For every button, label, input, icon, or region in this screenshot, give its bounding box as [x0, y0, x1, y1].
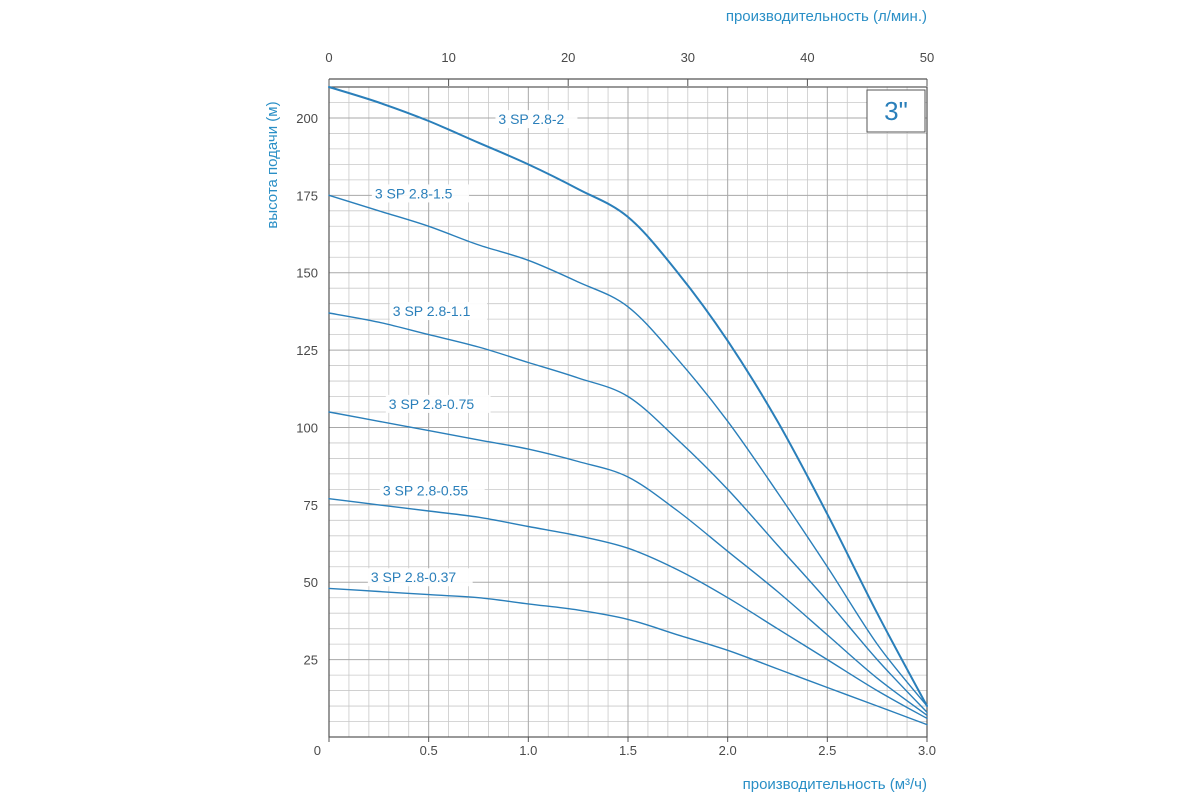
series-labels: 3 SP 2.8-2 3 SP 2.8-1.5 3 SP 2.8-1.1 3 SP 2… — [367, 110, 578, 587]
series-label-backing — [367, 568, 473, 587]
y-axis-ticks: 25 50 75 100 125 150 175 200 — [296, 111, 318, 668]
y-tick-label: 75 — [304, 498, 318, 513]
series-lines — [328, 86, 928, 726]
y-tick-label: 150 — [296, 266, 318, 281]
series-label: 3 SP 2.8-0.75 — [389, 396, 475, 412]
series-label-backing — [385, 394, 491, 413]
y-tick-label: 100 — [296, 420, 318, 435]
top-axis-ticks: 0 10 20 30 40 50 — [325, 50, 934, 86]
series-line-5 — [328, 498, 928, 720]
series-label-backing — [495, 110, 578, 129]
size-badge-text: 3" — [884, 96, 908, 126]
series-label: 3 SP 2.8-1.5 — [375, 185, 453, 201]
series-line-2 — [328, 194, 928, 707]
series-label-backing — [379, 481, 485, 500]
series-label: 3 SP 2.8-2 — [498, 111, 564, 127]
series-label: 3 SP 2.8-1.1 — [393, 303, 471, 319]
y-tick-label: 50 — [304, 575, 318, 590]
x-tick-label-top: 40 — [800, 50, 814, 65]
size-badge: 3" — [866, 89, 926, 133]
series-line-1 — [328, 86, 928, 707]
x-tick-label-bottom: 1.0 — [519, 743, 537, 758]
x-axis-title-bottom: производительность (м³/ч) — [743, 776, 927, 793]
y-tick-label: 125 — [296, 343, 318, 358]
series-label: 3 SP 2.8-0.55 — [383, 483, 469, 499]
x-tick-label-top: 50 — [920, 50, 934, 65]
y-tick-label: 175 — [296, 188, 318, 203]
x-tick-label-bottom: 2.0 — [719, 743, 737, 758]
y-axis-title: высота подачи (м) — [264, 101, 281, 228]
series-line-4 — [328, 411, 928, 716]
x-tick-label-bottom: 1.5 — [619, 743, 637, 758]
series-line-6 — [328, 587, 928, 726]
x-tick-label-bottom: 0 — [314, 743, 321, 758]
x-tick-label-top: 20 — [561, 50, 575, 65]
x-axis-title-top: производительность (л/мин.) — [726, 8, 927, 25]
x-tick-label-bottom: 2.5 — [818, 743, 836, 758]
series-label-backing — [389, 302, 487, 321]
x-tick-label-top: 10 — [441, 50, 455, 65]
y-tick-label: 200 — [296, 111, 318, 126]
x-tick-label-top: 0 — [325, 50, 332, 65]
x-tick-label-bottom: 0.5 — [420, 743, 438, 758]
x-tick-label-top: 30 — [681, 50, 695, 65]
series-label: 3 SP 2.8-0.37 — [371, 569, 457, 585]
series-label-backing — [371, 184, 470, 203]
bottom-axis-ticks: 0 0.5 1.0 1.5 2.0 2.5 3.0 — [314, 737, 936, 758]
series-line-3 — [328, 312, 928, 713]
y-tick-label: 25 — [304, 653, 318, 668]
x-tick-label-bottom: 3.0 — [918, 743, 936, 758]
